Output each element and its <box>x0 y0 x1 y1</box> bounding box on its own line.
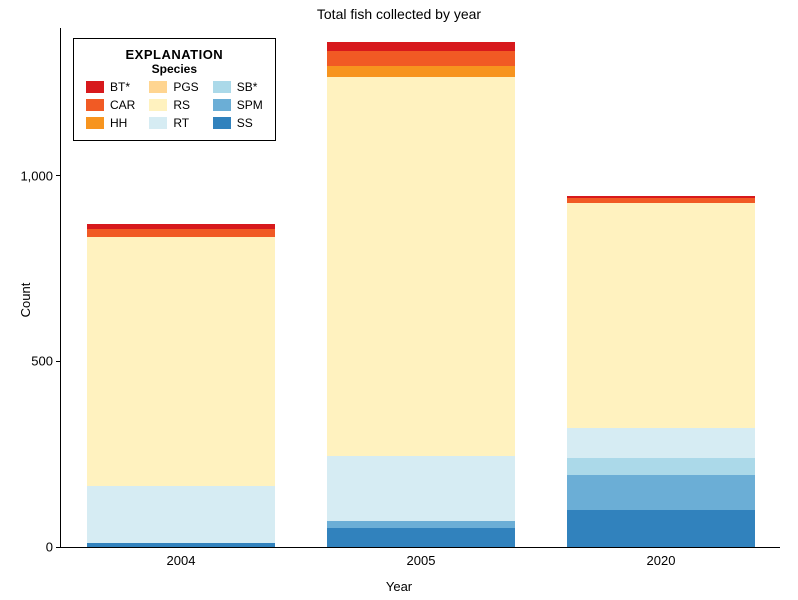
bar-segment-rs <box>87 237 274 486</box>
bar-segment-sbstar <box>567 458 754 475</box>
x-axis-label: Year <box>0 579 798 594</box>
legend-label: RS <box>173 98 190 112</box>
y-tick-label: 500 <box>31 354 61 369</box>
y-axis-label: Count <box>18 283 33 318</box>
plot-area: EXPLANATION Species BT* CAR HH PGS RS RT SB* SP… <box>60 28 780 548</box>
legend-swatch <box>86 99 104 111</box>
legend-column: SB* SPM SS <box>213 80 263 130</box>
legend-swatch <box>149 117 167 129</box>
legend-column: PGS RS RT <box>149 80 198 130</box>
legend-label: RT <box>173 116 189 130</box>
y-tick-label: 1,000 <box>20 168 61 183</box>
bar-segment-spm <box>327 521 514 528</box>
bar-segment-car <box>327 51 514 66</box>
bar-segment-car <box>87 229 274 236</box>
bar-segment-btstar <box>327 42 514 51</box>
bar-segment-spm <box>567 475 754 510</box>
legend-item: SB* <box>213 80 263 94</box>
bar-segment-rt <box>567 428 754 458</box>
legend-item: HH <box>86 116 135 130</box>
legend-label: CAR <box>110 98 135 112</box>
legend-label: HH <box>110 116 127 130</box>
legend-column: BT* CAR HH <box>86 80 135 130</box>
bar-segment-rs <box>567 203 754 428</box>
legend-label: PGS <box>173 80 198 94</box>
x-tick-label: 2005 <box>407 547 436 568</box>
bar-segment-btstar <box>87 224 274 230</box>
legend-item: PGS <box>149 80 198 94</box>
legend-swatch <box>213 117 231 129</box>
legend-item: SPM <box>213 98 263 112</box>
x-tick-label: 2004 <box>167 547 196 568</box>
legend-item: CAR <box>86 98 135 112</box>
bar-segment-rt <box>87 486 274 544</box>
legend-swatch <box>149 99 167 111</box>
legend-swatch <box>149 81 167 93</box>
legend-label: SPM <box>237 98 263 112</box>
legend-item: SS <box>213 116 263 130</box>
chart-container: Total fish collected by year EXPLANATION… <box>0 0 798 600</box>
legend-label: BT* <box>110 80 130 94</box>
bar-segment-hh <box>327 66 514 77</box>
legend-swatch <box>86 81 104 93</box>
legend-title: EXPLANATION <box>86 47 263 62</box>
bar-segment-btstar <box>567 196 754 198</box>
legend-label: SB* <box>237 80 258 94</box>
legend-label: SS <box>237 116 253 130</box>
legend-subtitle: Species <box>86 62 263 76</box>
legend-item: RS <box>149 98 198 112</box>
x-tick-label: 2020 <box>647 547 676 568</box>
legend-box: EXPLANATION Species BT* CAR HH PGS RS RT SB* SP… <box>73 38 276 141</box>
bar-segment-ss <box>327 528 514 547</box>
bar-segment-ss <box>567 510 754 547</box>
legend-item: BT* <box>86 80 135 94</box>
legend-item: RT <box>149 116 198 130</box>
legend-columns: BT* CAR HH PGS RS RT SB* SPM SS <box>86 80 263 130</box>
bar-segment-rs <box>327 77 514 456</box>
legend-swatch <box>86 117 104 129</box>
legend-swatch <box>213 99 231 111</box>
y-tick-label: 0 <box>46 540 61 555</box>
bar-segment-car <box>567 198 754 203</box>
chart-title: Total fish collected by year <box>0 6 798 22</box>
bar-segment-rt <box>327 456 514 521</box>
legend-swatch <box>213 81 231 93</box>
